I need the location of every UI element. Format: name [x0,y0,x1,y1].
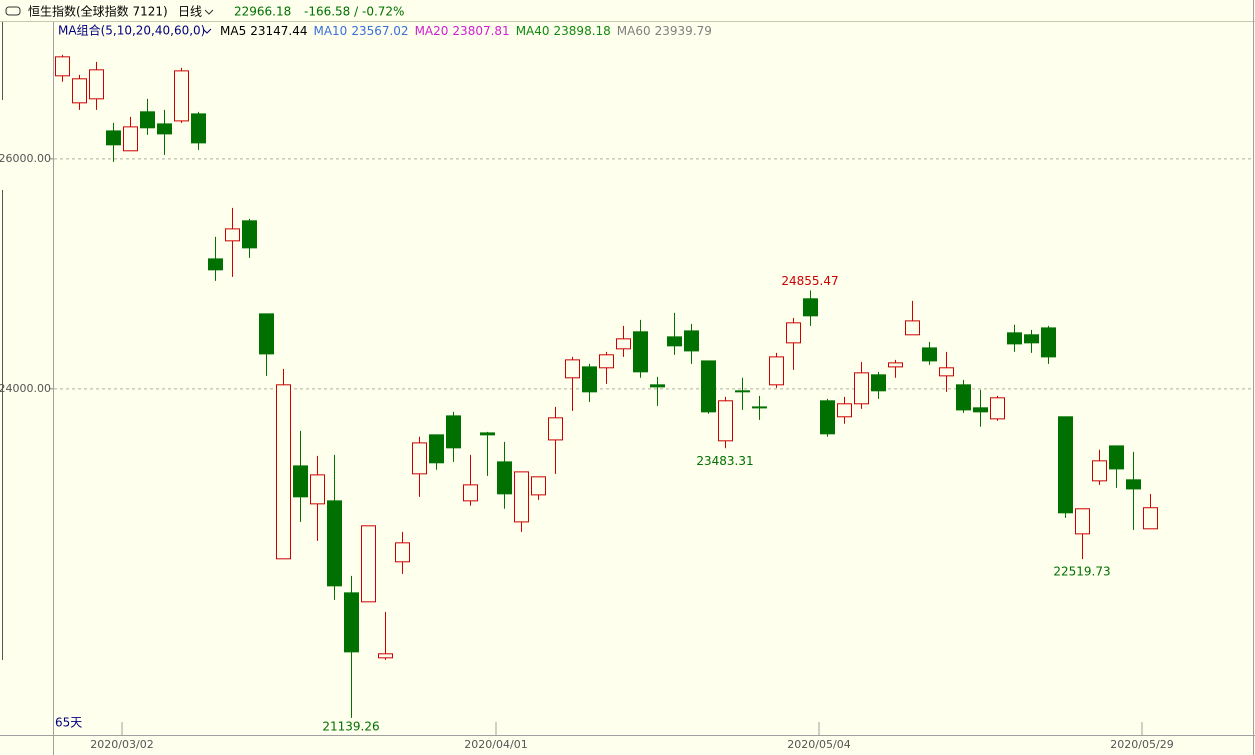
candle-body [140,111,155,129]
candle-body [956,384,971,411]
candle-body [786,322,801,344]
ma-name: MA60 [617,24,651,38]
candle-body [157,123,172,135]
price-change: -166.58 / -0.72% [304,5,404,19]
candle-body [242,220,257,249]
candle-body [582,366,597,393]
period-label: 65天 [55,716,82,730]
ma-value: 23939.79 [655,24,712,38]
candle-body [208,258,223,271]
ma-value: 23807.81 [452,24,509,38]
candle-body [735,390,750,393]
ma-value: 23567.02 [351,24,408,38]
candle-body [106,130,121,146]
candle-body [123,126,138,152]
ma-name: MA40 [516,24,550,38]
candle-body [344,592,359,653]
candle-body [1075,508,1090,535]
candle-body [599,354,614,369]
candle-body [769,356,784,386]
extreme-label: 24855.47 [781,274,838,288]
last-price: 22966.18 [234,5,291,19]
candle-body [395,542,410,563]
extreme-label: 22519.73 [1053,565,1110,579]
candle-body [922,347,937,362]
candle-body [72,78,87,104]
candle-body [701,360,716,413]
candle-body [1109,445,1124,470]
candle-body [310,474,325,505]
y-tick-label: 24000.00 [0,382,51,395]
y-tick-label: 26000.00 [0,152,51,165]
candle-body [1058,416,1073,514]
candle-body [174,70,189,122]
ma-name: MA20 [415,24,449,38]
candle-body [1007,332,1022,345]
candle-body [1092,460,1107,482]
candle-body [905,320,920,336]
candle-body [684,330,699,352]
candle-body [225,228,240,242]
candle-body [667,336,682,347]
candle-body [463,484,478,502]
candle-body [514,471,529,523]
period-selector[interactable]: 日线 [178,5,202,19]
candle-body [531,476,546,496]
candle-body [191,113,206,144]
candle-body [429,434,444,464]
candle-body [497,461,512,495]
candle-body [633,331,648,373]
candle-body [378,653,393,659]
candle-body [259,313,274,355]
candle-body [361,525,376,603]
ma-value: 23147.44 [250,24,307,38]
ma-name: MA10 [313,24,347,38]
ma-value: 23898.18 [554,24,611,38]
candle-body [1024,334,1039,344]
candle-body [412,442,427,475]
candle-body [752,406,767,409]
candle-body [973,407,988,413]
candle-body [837,403,852,418]
x-tick-label: 2020/05/04 [787,738,850,751]
extreme-label: 23483.31 [696,454,753,468]
candle-body [446,415,461,449]
candle-body [854,372,869,405]
x-tick-label: 2020/05/29 [1110,738,1173,751]
candle-body [548,417,563,441]
candle-body [1126,479,1141,490]
candle-body [480,432,495,436]
index-title: 恒生指数(全球指数 7121) [28,4,168,19]
ma-legend: MA5 23147.44 MA10 23567.02 MA20 23807.81 MA40 2… [220,24,712,38]
candle-body [1041,327,1056,358]
candle-body [565,359,580,379]
candle-body [803,298,818,317]
candle-body [327,500,342,587]
dropdown-arrow[interactable] [202,28,212,34]
candle-body [55,56,70,77]
candle-body [990,397,1005,420]
candle-body [650,384,665,388]
candle-body [293,465,308,498]
candle-body [888,362,903,368]
x-tick-label: 2020/03/02 [90,738,153,751]
candle-body [718,400,733,442]
candle-body [939,367,954,377]
candle-body [871,374,886,392]
candle-body [820,400,835,435]
x-tick-label: 2020/04/01 [464,738,527,751]
dropdown-arrow[interactable] [204,9,214,15]
candle-body [89,69,104,100]
candle-body [1143,507,1158,530]
candle-body [276,384,291,560]
extreme-label: 21139.26 [322,719,379,733]
ma-group-selector[interactable]: MA组合(5,10,20,40,60,0) [58,23,205,38]
candle-body [616,338,631,350]
ma-name: MA5 [220,24,246,38]
link-icon[interactable] [5,6,21,16]
